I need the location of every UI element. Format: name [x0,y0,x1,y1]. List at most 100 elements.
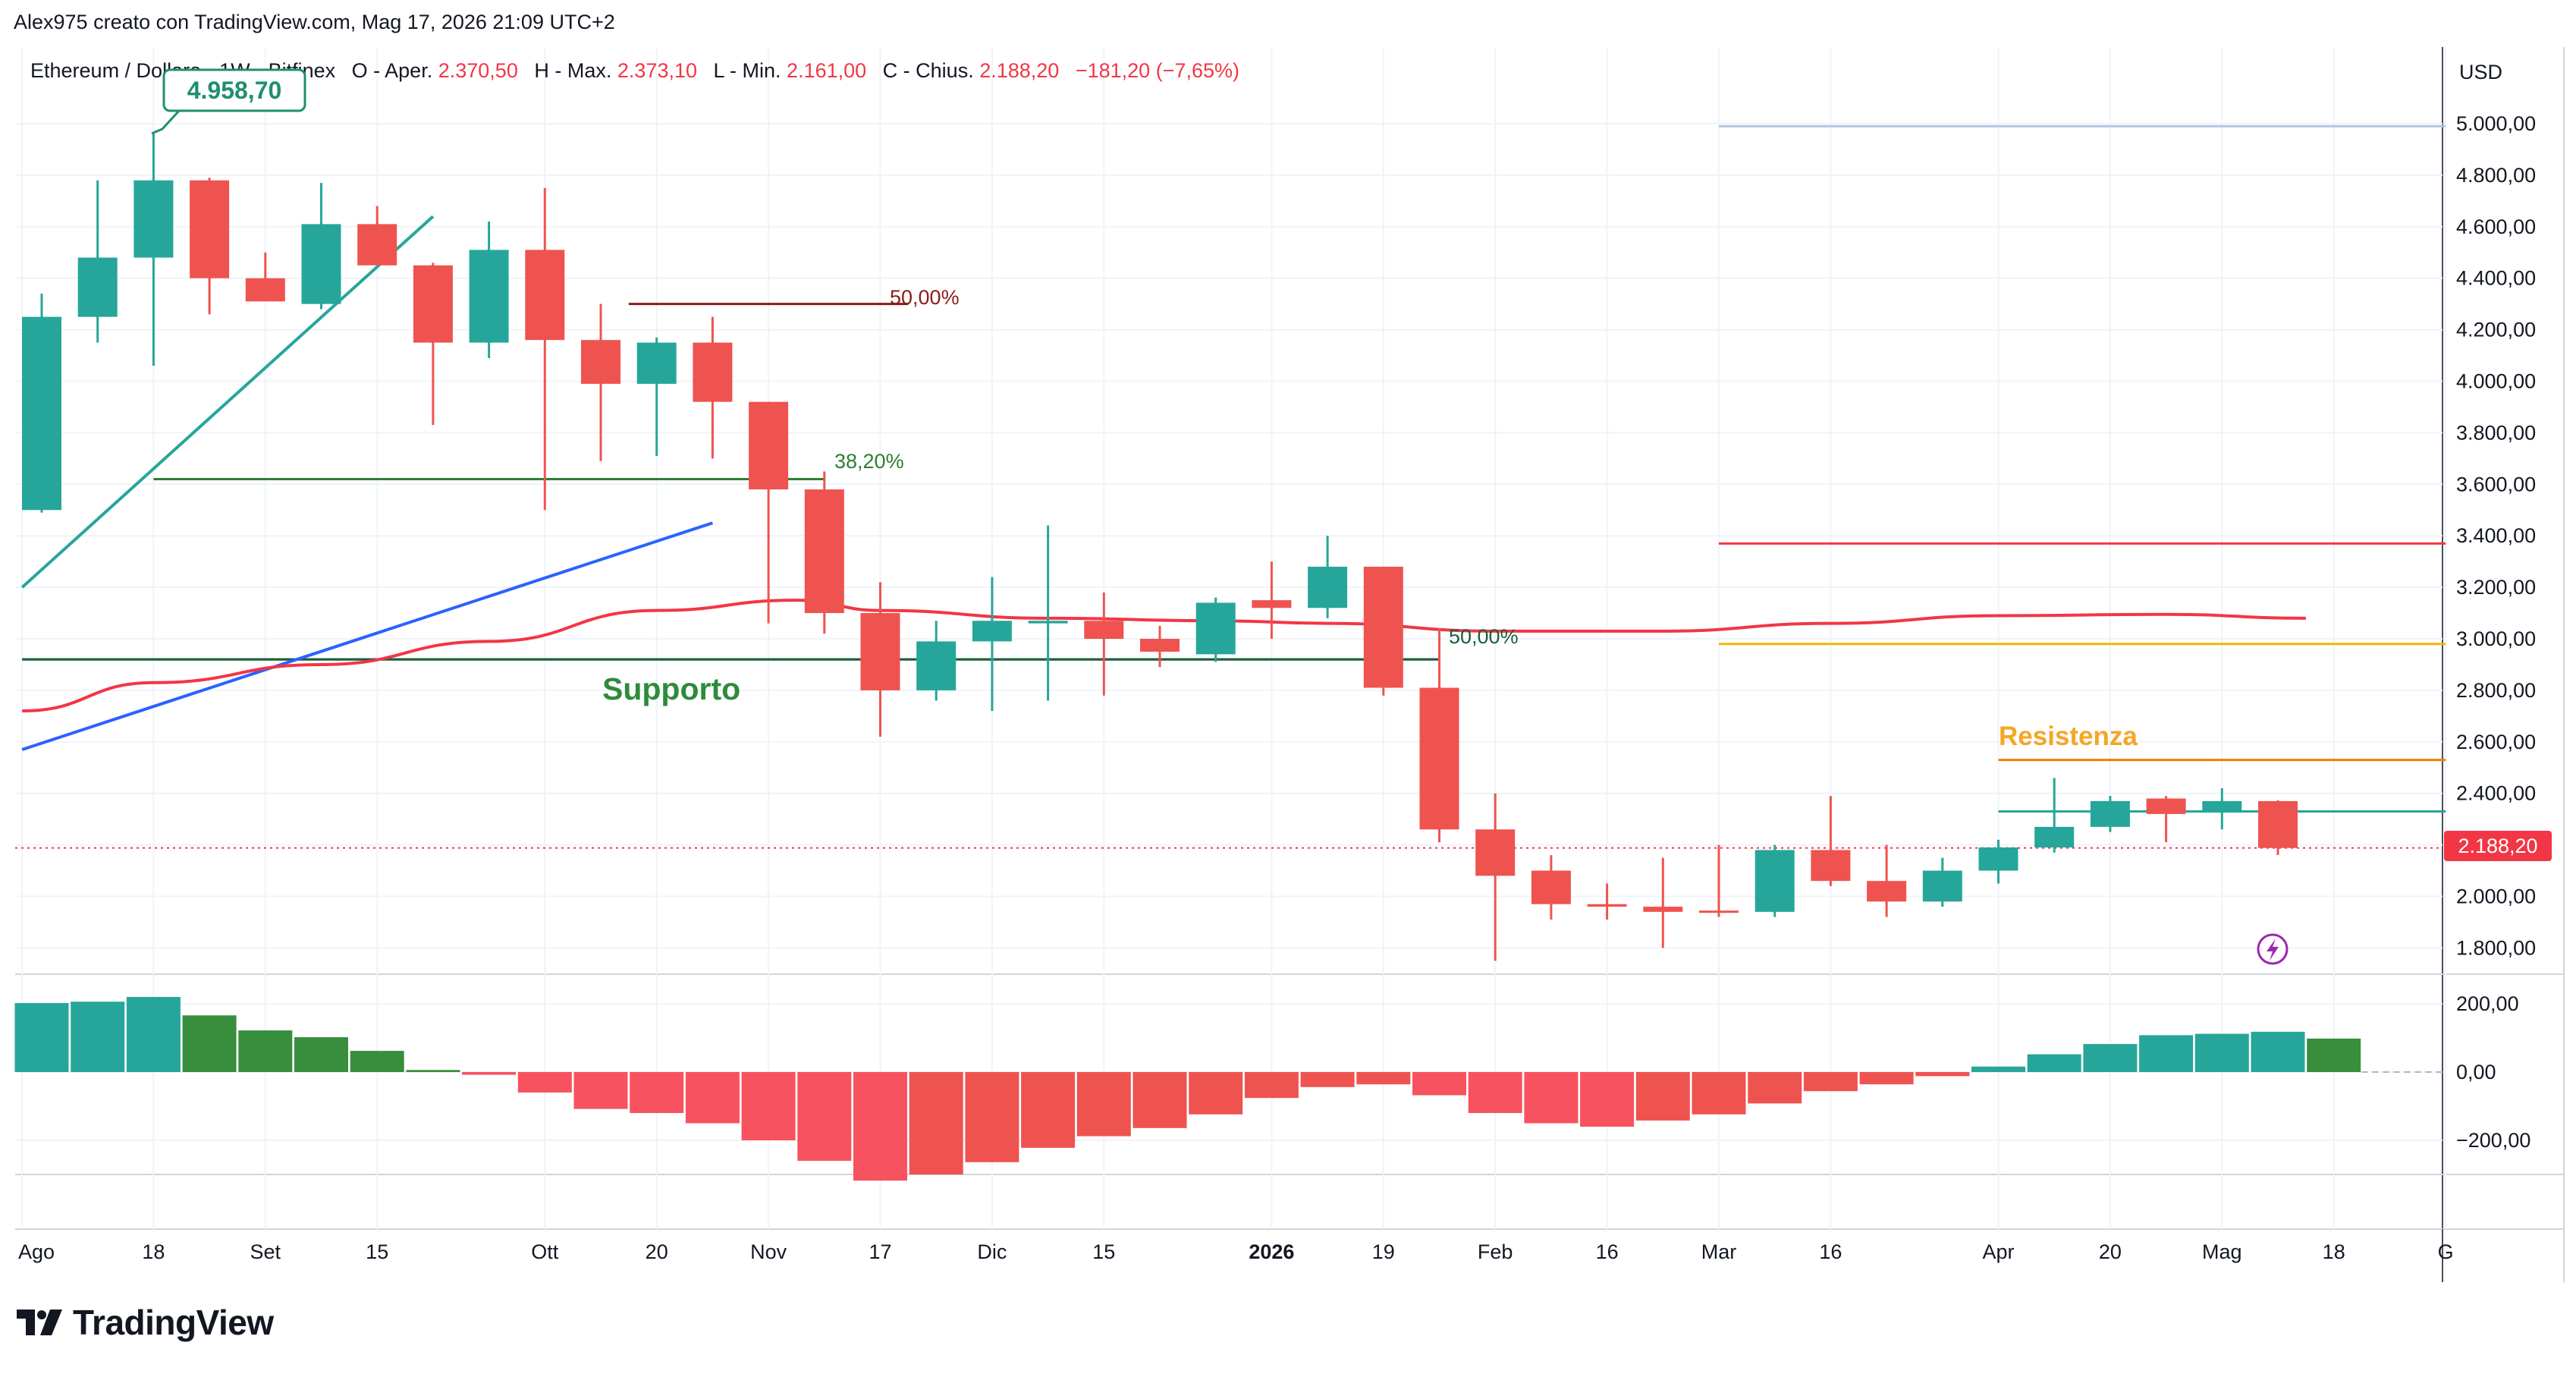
candle-body [2090,800,2130,827]
price-tick-label: 5.000,00 [2456,112,2536,135]
time-tick-label: Mag [2202,1240,2242,1263]
time-tick-label: 18 [2323,1240,2345,1263]
resistenza-label: Resistenza [1999,722,2138,751]
candle-body [1811,850,1851,882]
candle-body [2034,826,2075,847]
histogram-bar [2083,1044,2138,1072]
histogram-bar [14,1003,69,1072]
candle-body [1419,687,1459,830]
histogram-bar [1803,1072,1858,1092]
candle-body [301,224,341,304]
candle-body [1252,600,1292,608]
time-tick-label: Dic [977,1240,1007,1263]
candle-body [972,621,1012,642]
high-value: 2.373,10 [617,59,697,82]
candle-body [636,342,677,384]
time-tick-label: Nov [750,1240,787,1263]
candle-body [134,180,174,258]
time-tick-label: 2026 [1249,1240,1294,1263]
price-tick-label: 2.000,00 [2456,885,2536,908]
ath-callout-text: 4.958,70 [187,77,282,104]
candle-body [2146,798,2186,814]
histogram-tick-label: 0,00 [2456,1061,2496,1083]
histogram-bar [2139,1035,2194,1072]
candle-body [1531,870,1571,904]
candle-body [1978,847,2018,871]
price-tick-label: 3.400,00 [2456,524,2536,547]
tradingview-logo-icon [17,1310,62,1335]
histogram-bar [1021,1072,1076,1148]
histogram-bar [1076,1072,1131,1137]
fib-382-label: 38,20% [834,450,904,473]
time-tick-label: 18 [142,1240,165,1263]
candle-body [1867,881,1907,902]
trendline [21,521,714,751]
candle-body [2258,800,2298,848]
candle-body [469,250,509,343]
candle-body [1587,904,1627,907]
time-tick-label: 16 [1819,1240,1842,1263]
time-tick-label: G [2438,1240,2454,1263]
price-tick-label: 2.800,00 [2456,679,2536,702]
fib-50-mid-label: 50,00% [1449,625,1519,648]
histogram-bar [1356,1072,1411,1085]
histogram-bar [573,1072,628,1109]
candlesticks [22,134,2298,961]
histogram-bar [741,1072,796,1140]
price-tick-label: 4.400,00 [2456,267,2536,290]
histogram-bar [294,1037,348,1072]
histogram-bar [1859,1072,1914,1085]
time-tick-label: 15 [1092,1240,1115,1263]
histogram-tick-label: 200,00 [2456,992,2519,1015]
tradingview-logo: TradingView [17,1302,274,1343]
price-tick-label: 4.600,00 [2456,215,2536,238]
time-tick-label: Ott [531,1240,559,1263]
last-price-text: 2.188,20 [2458,835,2537,857]
close-value: 2.188,20 [979,59,1059,82]
time-tick-label: Apr [1982,1240,2014,1263]
candle-body [77,257,118,317]
histogram-bar [1300,1072,1355,1087]
histogram-bar [462,1072,517,1075]
time-tick-label: 19 [1372,1240,1395,1263]
price-tick-label: 4.000,00 [2456,370,2536,393]
price-tick-label: 3.600,00 [2456,473,2536,495]
tradingview-logo-text: TradingView [73,1303,274,1342]
candle-body [1755,850,1795,912]
lightning-event-icon[interactable] [2257,933,2289,965]
candle-body [2202,800,2242,812]
histogram-bar [1412,1072,1466,1096]
candle-body [22,316,61,511]
histogram-axis-labels: 200,00 0,00 −200,00 [2456,992,2530,1152]
histogram-bar [853,1072,907,1181]
histogram-bar [797,1072,852,1161]
price-tick-label: 3.000,00 [2456,627,2536,650]
candle-body [860,613,900,690]
high-label: H - Max. [534,59,611,82]
histogram-bar [2194,1033,2249,1072]
open-label: O - Aper. [352,59,433,82]
time-tick-label: Feb [1478,1240,1513,1263]
change-value: −181,20 (−7,65%) [1076,59,1239,82]
author-caption: Alex975 creato con TradingView.com, Mag … [14,11,615,33]
moving-average-line [22,599,2306,713]
histogram-bar [1244,1072,1299,1099]
currency-label[interactable]: USD [2459,61,2502,83]
time-tick-label: 20 [646,1240,668,1263]
candle-body [1028,621,1068,624]
histogram-bar [71,1001,125,1072]
histogram-bar [1748,1072,1802,1104]
histogram-bar [1915,1072,1970,1077]
time-tick-label: 15 [366,1240,388,1263]
candle-body [581,340,620,384]
histogram-bar [909,1072,963,1174]
histogram [14,997,2361,1181]
candle-body [1699,910,1739,913]
time-tick-label: 16 [1596,1240,1619,1263]
candle-body [245,278,285,302]
histogram-bar [630,1072,684,1113]
histogram-bar [2251,1031,2305,1072]
histogram-bar [1524,1072,1579,1124]
supporto-label: Supporto [602,671,740,706]
